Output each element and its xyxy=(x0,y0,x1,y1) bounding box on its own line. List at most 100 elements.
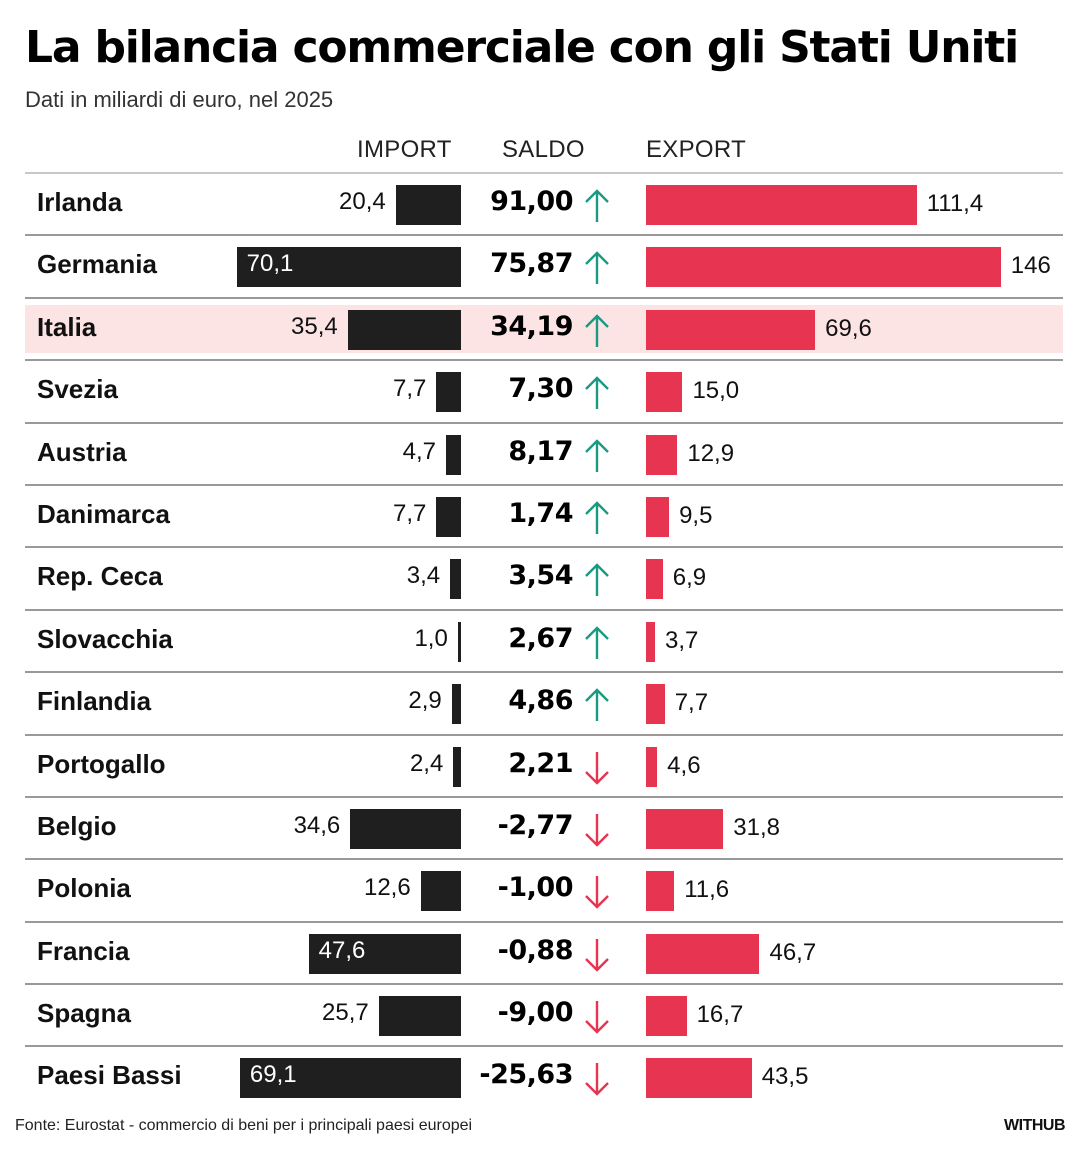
export-value-label: 4,6 xyxy=(667,751,701,779)
arrow-up-icon xyxy=(585,501,609,534)
saldo-value: 4,86 xyxy=(508,685,573,717)
export-bar xyxy=(646,309,816,350)
import-value-label: 34,6 xyxy=(293,811,341,839)
column-header-saldo: SALDO xyxy=(502,136,585,163)
country-name: Slovacchia xyxy=(37,623,173,654)
table-row: Italia 35,4 34,19 69,6 xyxy=(25,296,1063,359)
table-row: Belgio 34,6 -2,77 31,8 xyxy=(25,795,1063,858)
export-bar xyxy=(646,933,760,974)
export-bar xyxy=(646,746,658,787)
import-value-label: 25,7 xyxy=(322,999,369,1027)
export-value-label: 111,4 xyxy=(926,190,984,217)
country-name: Finlandia xyxy=(37,686,152,717)
arrow-up-icon xyxy=(585,626,609,659)
export-value-label: 43,5 xyxy=(761,1063,809,1091)
table-row: Svezia 7,7 7,30 15,0 xyxy=(25,359,1063,421)
saldo-value: -2,77 xyxy=(497,809,574,841)
arrow-up-icon xyxy=(585,438,609,472)
export-bar xyxy=(646,871,675,912)
table-row: Rep. Ceca 3,4 3,54 6,9 xyxy=(25,546,1063,608)
import-bar xyxy=(436,372,461,413)
export-bar xyxy=(646,372,683,413)
arrow-down-icon xyxy=(585,1063,609,1097)
export-value-label: 69,6 xyxy=(825,314,872,342)
table-row: Francia 47,6 -0,88 46,7 xyxy=(25,920,1063,983)
import-bar xyxy=(347,309,461,350)
saldo-value: 75,87 xyxy=(490,248,573,280)
saldo-value: 8,17 xyxy=(508,435,573,467)
import-bar xyxy=(451,684,461,725)
column-header-export: EXPORT xyxy=(646,136,747,163)
import-value-label: 4,7 xyxy=(402,437,436,465)
import-value-label: 3,4 xyxy=(406,562,441,590)
import-value-label: 35,4 xyxy=(291,312,338,340)
saldo-value: 7,30 xyxy=(508,373,573,405)
table-row: Germania 70,1 75,87 146 xyxy=(25,234,1063,296)
country-name: Spagna xyxy=(37,998,131,1029)
arrow-up-icon xyxy=(585,314,609,347)
import-value-label: 12,6 xyxy=(363,874,411,902)
export-value-label: 15,0 xyxy=(692,377,740,405)
export-bar xyxy=(646,247,1001,288)
table-row: Irlanda 20,4 91,00 111,4 xyxy=(25,172,1063,234)
export-bar xyxy=(646,684,665,725)
arrow-up-icon xyxy=(585,189,609,222)
import-value-label: 47,6 xyxy=(318,936,366,964)
arrow-down-icon xyxy=(585,751,609,785)
saldo-value: -25,63 xyxy=(479,1059,573,1091)
saldo-value: 91,00 xyxy=(490,186,573,217)
table-row: Polonia 12,6 -1,00 11,6 xyxy=(25,858,1063,920)
country-name: Belgio xyxy=(37,810,117,841)
arrow-up-icon xyxy=(585,563,609,597)
saldo-value: -0,88 xyxy=(497,934,574,966)
export-value-label: 146 xyxy=(1010,252,1051,280)
saldo-value: -1,00 xyxy=(497,872,574,904)
country-name: Portogallo xyxy=(37,748,166,779)
country-name: Danimarca xyxy=(37,498,170,529)
chart-subtitle: Dati in miliardi di euro, nel 2025 xyxy=(25,87,334,112)
table-row: Paesi Bassi 69,1 -25,63 43,5 xyxy=(25,1045,1063,1107)
import-value-label: 7,7 xyxy=(393,499,427,527)
import-value-label: 69,1 xyxy=(249,1061,297,1089)
import-bar xyxy=(308,933,461,974)
highlight-background xyxy=(25,304,1063,354)
arrow-down-icon xyxy=(585,813,609,847)
country-name: Polonia xyxy=(37,873,131,904)
table-row: Spagna 25,7 -9,00 16,7 xyxy=(25,983,1063,1045)
export-value-label: 3,7 xyxy=(664,626,699,654)
brand-logo: WITHUB xyxy=(1004,1117,1065,1134)
import-bar xyxy=(457,621,461,662)
table-row: Finlandia 2,9 4,86 7,7 xyxy=(25,671,1063,733)
saldo-value: 3,54 xyxy=(508,560,573,592)
table-row: Portogallo 2,4 2,21 4,6 xyxy=(25,733,1063,796)
import-bar xyxy=(436,496,461,537)
table-row: Slovacchia 1,0 2,67 3,7 xyxy=(25,608,1063,671)
saldo-value: 2,21 xyxy=(508,747,573,779)
arrow-down-icon xyxy=(585,938,609,972)
saldo-value: 34,19 xyxy=(490,310,573,342)
country-name: Italia xyxy=(37,311,97,342)
table-row: Danimarca 7,7 1,74 9,5 xyxy=(25,483,1063,546)
arrow-down-icon xyxy=(585,1001,609,1034)
import-value-label: 70,1 xyxy=(246,250,294,278)
column-header-import: IMPORT xyxy=(357,136,452,163)
export-bar xyxy=(646,996,687,1037)
trade-balance-table: Irlanda 20,4 91,00 111,4 Germania 70,1 75,87 14… xyxy=(25,172,1063,1108)
export-value-label: 6,9 xyxy=(672,564,707,592)
import-bar xyxy=(420,871,461,912)
chart-title: La bilancia commerciale con gli Stati Un… xyxy=(25,22,1019,73)
export-value-label: 12,9 xyxy=(687,439,735,467)
export-bar xyxy=(646,434,678,475)
arrow-up-icon xyxy=(585,688,609,722)
table-row: Austria 4,7 8,17 12,9 xyxy=(25,421,1063,484)
import-bar xyxy=(239,1058,461,1099)
import-bar xyxy=(350,808,461,849)
export-bar xyxy=(646,185,917,225)
export-value-label: 31,8 xyxy=(733,813,780,841)
export-value-label: 9,5 xyxy=(679,501,713,529)
import-value-label: 7,7 xyxy=(393,375,427,403)
export-value-label: 16,7 xyxy=(696,1001,744,1029)
import-bar xyxy=(445,434,461,475)
country-name: Austria xyxy=(37,436,127,467)
saldo-value: 1,74 xyxy=(508,497,573,529)
